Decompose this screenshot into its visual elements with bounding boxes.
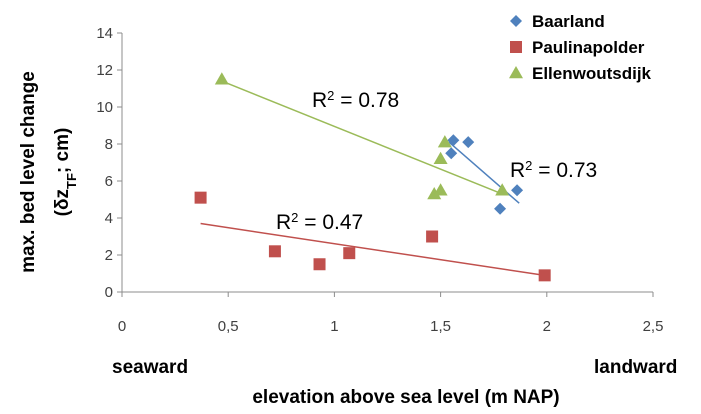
x-axis-title: elevation above sea level (m NAP) [252, 387, 559, 408]
legend-marker-paulinapolder [510, 41, 522, 53]
legend-label-paulinapolder: Paulinapolder [532, 38, 645, 57]
data-point-baarland [494, 202, 507, 215]
y-tick-label: 4 [105, 210, 113, 227]
x-tick-label: 2 [543, 318, 551, 335]
data-point-ellenwoutsdijk [433, 151, 448, 165]
data-point-baarland [511, 184, 524, 197]
y-tick-label: 14 [96, 25, 113, 42]
y-axis-title: max. bed level change [18, 71, 39, 273]
data-point-paulinapolder [268, 245, 281, 258]
data-point-paulinapolder [538, 269, 551, 282]
legend-label-ellenwoutsdijk: Ellenwoutsdijk [532, 64, 652, 83]
points-group [194, 72, 551, 282]
y-tick-label: 2 [105, 247, 113, 264]
legend-group: Baarland Paulinapolder Ellenwoutsdijk [509, 12, 652, 83]
x-tick-label: 1,5 [430, 318, 451, 335]
y-axis-title-units: (δzTF; cm) [52, 128, 79, 217]
x-tick-label: 1 [330, 318, 338, 335]
data-point-ellenwoutsdijk [437, 135, 452, 148]
trendline-baarland [448, 141, 520, 204]
data-point-paulinapolder [426, 230, 439, 243]
data-point-ellenwoutsdijk [427, 186, 442, 200]
data-point-baarland [462, 136, 475, 149]
data-point-paulinapolder [343, 247, 356, 260]
titles-group: max. bed level change (δzTF; cm) seaward… [18, 71, 677, 408]
data-point-paulinapolder [194, 191, 207, 204]
data-point-ellenwoutsdijk [433, 183, 448, 196]
y-axis-title-subscript: TF [64, 173, 79, 189]
y-tick-label: 0 [105, 284, 113, 301]
axes-group: 0 2 4 6 8 10 12 14 0 0,5 1 1,5 2 2,5 [96, 25, 663, 335]
r2-label-paulinapolder: R2 = 0.47 [276, 210, 363, 235]
legend-marker-baarland [510, 15, 522, 27]
landward-label: landward [594, 357, 677, 378]
r2-label-ellenwoutsdijk: R2 = 0.78 [312, 88, 399, 113]
y-tick-label: 6 [105, 173, 113, 190]
legend-marker-ellenwoutsdijk [509, 66, 523, 79]
seaward-label: seaward [112, 357, 188, 378]
data-point-baarland [445, 147, 458, 160]
data-point-ellenwoutsdijk [495, 183, 510, 196]
x-tick-label: 2,5 [643, 318, 664, 335]
x-tick-label: 0 [118, 318, 126, 335]
legend-label-baarland: Baarland [532, 12, 605, 31]
data-point-ellenwoutsdijk [214, 72, 229, 85]
trendline-paulinapolder [200, 222, 545, 277]
x-tick-label: 0,5 [218, 318, 239, 335]
y-tick-label: 8 [105, 136, 113, 153]
y-tick-label: 10 [96, 99, 113, 116]
y-tick-label: 12 [96, 62, 113, 79]
r2-labels-group: R2 = 0.73 R2 = 0.47 R2 = 0.78 [276, 88, 597, 235]
data-point-baarland [447, 134, 460, 147]
trendline-ellenwoutsdijk [221, 80, 503, 195]
r2-label-baarland: R2 = 0.73 [510, 158, 597, 183]
data-point-paulinapolder [313, 258, 326, 271]
